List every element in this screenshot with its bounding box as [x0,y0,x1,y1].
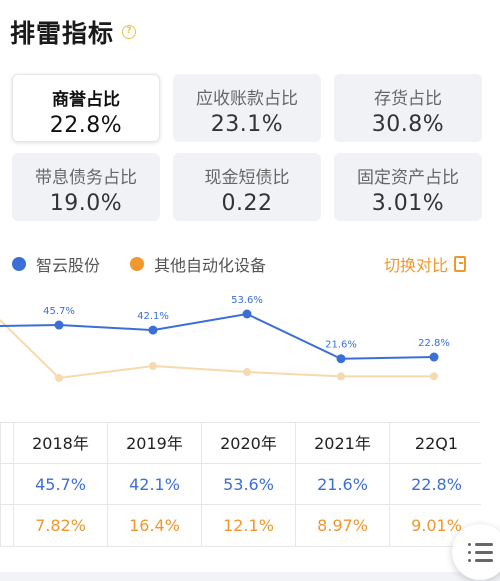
line-chart: 45.7% 42.1% 53.6% 21.6% 22.8% [0,295,450,382]
data-table: 2018年 2019年 2020年 2021年 22Q1 45.7% 42.1%… [0,422,481,547]
list-menu-icon-dot [468,559,471,562]
table-header-row: 2018年 2019年 2020年 2021年 22Q1 [1,423,481,464]
metric-card-interest-debt[interactable]: 带息债务占比 19.0% [12,153,160,221]
table-cell: 53.6% [201,464,295,505]
metric-card-inventory[interactable]: 存货占比 30.8% [334,74,482,142]
list-menu-icon-bar [475,551,493,554]
metric-label: 商誉占比 [52,90,120,110]
list-menu-icon-dot [468,551,471,554]
legend-dot-company [12,257,26,271]
metric-value: 22.8% [49,113,123,138]
series-line-peer [0,319,435,380]
table-cell: 45.7% [13,464,107,505]
data-point-peer [55,374,63,382]
data-point-peer [337,372,345,381]
table-cell: 12.1% [201,505,295,546]
metric-label: 带息债务占比 [35,168,137,188]
legend-dot-peer [130,257,144,271]
switch-compare-button[interactable]: 切换对比 [384,252,466,276]
data-point-company [336,354,346,364]
list-menu-button[interactable] [452,524,500,580]
table-cell: 21.6% [295,464,389,505]
metric-value: 0.22 [221,191,273,216]
question-icon[interactable]: ? [122,25,137,39]
data-label-company: 45.7% [43,306,75,317]
data-point-peer [243,368,251,377]
metric-label: 存货占比 [374,89,442,109]
metric-value: 19.0% [49,191,123,216]
data-label-company: 22.8% [418,338,450,349]
bottom-divider [0,572,500,581]
legend-label-peer: 其他自动化设备 [154,256,267,275]
metric-card-cash-short-debt[interactable]: 现金短债比 0.22 [173,153,321,221]
table-cell: 7.82% [13,505,107,546]
switch-compare-label: 切换对比 [383,256,448,275]
data-point-peer [149,362,157,371]
table-cell: 8.97% [295,505,389,546]
series-line-company [0,312,435,360]
table-header-cell: 22Q1 [389,423,483,464]
table-header-cell: 2018年 [13,423,107,464]
table-header-cell: 2019年 [107,423,201,464]
metric-label: 现金短债比 [204,168,290,188]
data-label-company: 42.1% [137,311,169,322]
data-label-company: 21.6% [325,340,357,351]
legend-item-peer[interactable]: 其他自动化设备 [130,252,266,276]
legend-label-company: 智云股份 [36,256,101,275]
metric-value: 23.1% [210,112,284,137]
table-header-cell: 2021年 [295,423,389,464]
page-title: 排雷指标 [10,19,115,48]
table-cell: 9.01% [389,505,483,546]
table-row-company: 45.7% 42.1% 53.6% 21.6% 22.8% [1,464,481,505]
table-cell: 22.8% [389,464,483,505]
legend-item-company[interactable]: 智云股份 [12,252,100,276]
compare-toggle-icon [454,256,466,272]
metric-value: 30.8% [371,112,445,137]
metric-card-receivables[interactable]: 应收账款占比 23.1% [173,74,321,142]
table-cell: 16.4% [107,505,201,546]
metric-value: 3.01% [371,191,445,216]
data-point-company [242,309,252,319]
metric-label: 固定资产占比 [357,168,459,188]
table-row-peer: 7.82% 16.4% 12.1% 8.97% 9.01% [1,505,481,546]
table-header-cell: 2020年 [201,423,295,464]
section-header: 排雷指标 ? [10,12,137,52]
data-point-peer [430,372,438,381]
data-label-company: 53.6% [231,295,263,306]
data-point-company [429,352,439,362]
list-menu-icon-bar [475,559,493,562]
metric-label: 应收账款占比 [196,89,298,109]
list-menu-icon [468,543,471,546]
data-point-company [148,325,158,335]
chart-legend: 智云股份 其他自动化设备 切换对比 [0,252,500,276]
metric-card-goodwill[interactable]: 商誉占比 22.8% [12,74,160,142]
metric-card-fixed-assets[interactable]: 固定资产占比 3.01% [334,153,482,221]
data-point-company [54,320,64,330]
list-menu-icon-bar [475,543,493,546]
table-cell: 42.1% [107,464,201,505]
